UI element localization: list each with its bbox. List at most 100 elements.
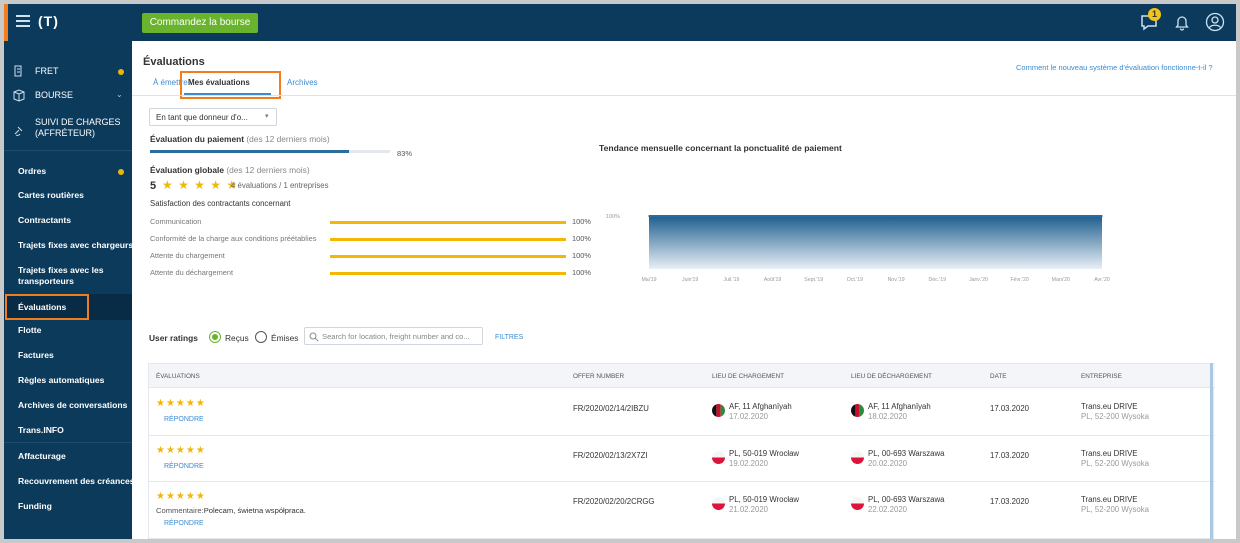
sidebar-item-factoring[interactable]: Affacturage [4,446,132,466]
sidebar-item-tracking[interactable]: SUIVI DE CHARGES (AFFRÉTEUR) [4,115,132,141]
sidebar-item-fixed-routes-shippers[interactable]: Trajets fixes avec chargeurs [4,235,132,255]
column-header[interactable]: DATE [990,373,1007,380]
satisfaction-row: Attente du chargement 100% [150,251,591,263]
sidebar: FRET BOURSE ⌄ SUIVI DE CHARGES (AFFRÉTEU… [4,41,132,539]
reply-link[interactable]: RÉPONDRE [164,416,204,423]
unloading-place-name: AF, 11 Afghanīyah [868,402,931,411]
issued-label[interactable]: Émises [271,333,299,343]
tab-archives[interactable]: Archives [287,78,318,87]
sidebar-item-label: Factures [18,350,54,360]
sidebar-item-debt-collection[interactable]: Recouvrement des créances [4,471,132,491]
x-axis-tick-label: Déc.'19 [929,277,947,283]
comment-text: Polecam, świetna współpraca. [203,506,306,515]
status-dot [118,69,124,75]
sidebar-item-label: Recouvrement des créances [18,476,132,486]
reply-link[interactable]: RÉPONDRE [164,463,204,470]
unloading-place-name: PL, 00-693 Warszawa [868,495,945,504]
company-name: Trans.eu DRIVE [1081,449,1138,458]
hamburger-menu-icon[interactable] [16,15,30,27]
help-link[interactable]: Comment le nouveau système d'évaluation … [1016,63,1213,72]
issued-radio[interactable] [255,331,267,343]
user-avatar-icon[interactable] [1205,12,1225,32]
chevron-down-icon: ▾ [265,113,269,120]
search-input[interactable]: Search for location, freight number and … [304,327,483,345]
global-score: 5 [150,180,157,192]
notification-badge: 1 [1148,8,1161,21]
sidebar-item-label: Archives de conversations [18,400,128,410]
chart-data-point [1018,215,1021,217]
app-window: (T) Commandez la bourse 1 FRET BOURSE ⌄ … [4,4,1236,539]
sidebar-item-invoices[interactable]: Factures [4,345,132,365]
star-rating-icon: ★★★★★ [156,398,206,409]
x-axis-tick-label: Sept.'19 [804,277,823,283]
sidebar-item-label: Contractants [18,215,72,225]
payment-rating-label: Évaluation du paiement [150,134,245,144]
company-address: PL, 52-200 Wysoka [1081,505,1149,514]
tab-to-issue[interactable]: À émettre [153,78,188,87]
chart-data-point [977,215,980,217]
table-row[interactable]: ★★★★★ RÉPONDRE FR/2020/02/13/2X7ZI PL, 5… [149,436,1215,482]
flag-af-icon [851,404,864,417]
bell-icon[interactable] [1172,12,1192,32]
column-header[interactable]: ENTREPRISE [1081,373,1122,380]
received-radio[interactable] [209,331,221,343]
table-scrollbar[interactable] [1210,363,1213,539]
global-rating-title: Évaluation globale (des 12 derniers mois… [150,165,310,175]
sidebar-item-fixed-routes-carriers[interactable]: Trajets fixes avec les transporteurs [4,262,132,290]
sidebar-item-fret[interactable]: FRET [4,61,132,81]
flag-pl-icon [851,497,864,510]
app-logo[interactable]: (T) [38,13,59,29]
sidebar-item-trans-info[interactable]: Trans.INFO [4,420,132,440]
sidebar-item-label: BOURSE [35,90,74,100]
satisfaction-label: Communication [150,217,202,226]
sidebar-item-evaluations[interactable]: Évaluations [4,294,132,320]
satisfaction-bar [330,238,566,241]
main-content: Évaluations À émettre Mes évaluations Ar… [132,41,1236,539]
company: Trans.eu DRIVE PL, 52-200 Wysoka [1081,449,1149,469]
sidebar-item-road-maps[interactable]: Cartes routières [4,185,132,205]
column-header[interactable]: LIEU DE DÉCHARGEMENT [851,373,932,380]
flag-pl-icon [712,451,725,464]
sidebar-item-contractors[interactable]: Contractants [4,210,132,230]
role-select-value: En tant que donneur d'o... [156,113,248,122]
rating-comment: Commentaire:Polecam, świetna współpraca. [156,506,306,515]
table-row[interactable]: ★★★★★ RÉPONDRE FR/2020/02/14/2IBZU AF, 1… [149,389,1215,436]
chart-area [649,216,1102,269]
sidebar-item-label: SUIVI DE CHARGES (AFFRÉTEUR) [35,117,121,138]
table-row[interactable]: ★★★★★ Commentaire:Polecam, świetna współ… [149,482,1215,538]
sidebar-item-label: Trajets fixes avec les transporteurs [18,265,104,286]
payment-rating-title: Évaluation du paiement (des 12 derniers … [150,134,330,144]
column-header[interactable]: OFFER NUMBER [573,373,625,380]
tab-my-evaluations[interactable]: Mes évaluations [188,78,250,87]
star-rating-icon: ★★★★★ [156,445,206,456]
sidebar-item-fleet[interactable]: Flotte [4,320,132,340]
x-axis-tick-label: Juin'19 [682,277,698,283]
received-label[interactable]: Reçus [225,333,249,343]
sidebar-item-label: Trans.INFO [18,425,64,435]
sidebar-item-automatic-rules[interactable]: Règles automatiques [4,370,132,390]
sidebar-item-bourse[interactable]: BOURSE ⌄ [4,85,132,105]
filters-button[interactable]: FILTRES [495,334,524,341]
x-axis-tick-label: Août'19 [764,277,782,283]
sidebar-item-funding[interactable]: Funding [4,496,132,516]
order-exchange-button[interactable]: Commandez la bourse [142,13,258,33]
status-dot [118,169,124,175]
top-bar: (T) Commandez la bourse 1 [4,4,1236,41]
payment-percentage: 83% [397,149,413,158]
column-header[interactable]: ÉVALUATIONS [156,373,200,380]
satisfaction-label: Attente du déchargement [150,268,233,277]
sidebar-item-conversation-archives[interactable]: Archives de conversations [4,395,132,415]
page-title: Évaluations [143,56,205,68]
column-header[interactable]: LIEU DE CHARGEMENT [712,373,785,380]
satisfaction-percentage: 100% [572,234,591,243]
payment-progress-fill [150,150,350,153]
sidebar-item-orders[interactable]: Ordres [4,161,132,181]
satisfaction-bar [330,221,566,224]
search-placeholder: Search for location, freight number and … [322,332,470,341]
loading-date: 19.02.2020 [729,459,769,468]
chart-data-point [1060,215,1062,217]
role-select[interactable]: En tant que donneur d'o... ▾ [149,108,277,126]
loading-place-name: PL, 50-019 Wrocław [729,449,800,458]
unloading-date: 20.02.2020 [868,459,908,468]
reply-link[interactable]: RÉPONDRE [164,520,204,527]
